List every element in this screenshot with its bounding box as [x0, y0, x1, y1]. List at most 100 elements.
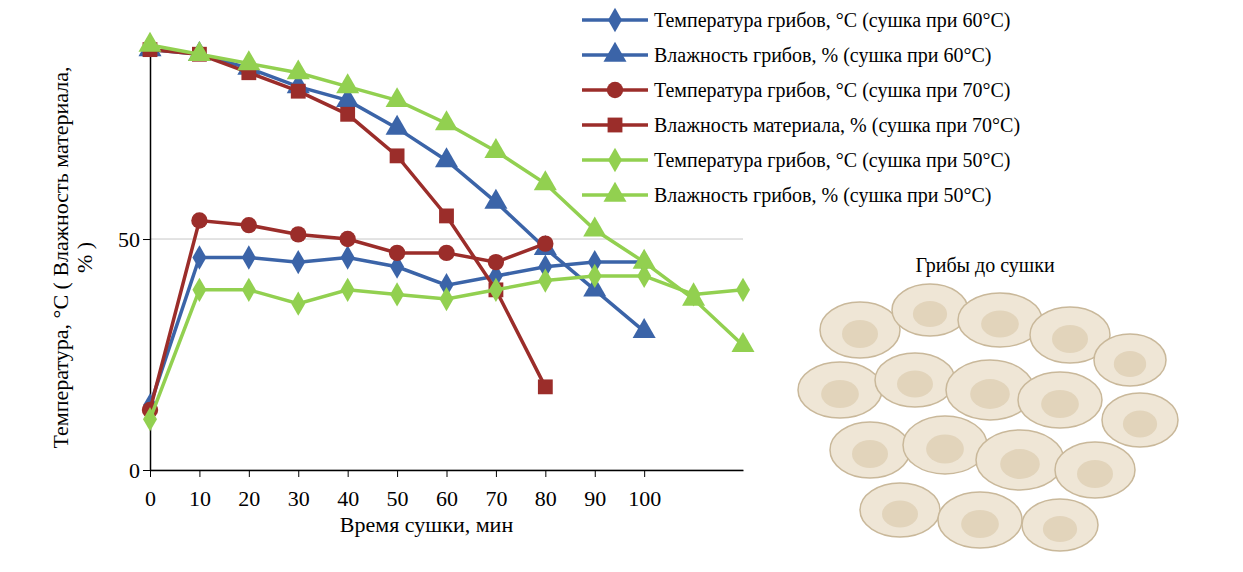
x-tick-mark: [150, 470, 151, 477]
x-tick-mark: [298, 470, 299, 477]
data-point: [242, 278, 256, 302]
data-point: [386, 87, 409, 107]
legend-marker: [608, 148, 622, 172]
legend-label: Влажность грибов, % (сушка при 60°C): [654, 44, 992, 67]
decoration: [798, 284, 1178, 551]
data-point: [438, 245, 454, 261]
y-tick-label: 50: [118, 227, 140, 252]
y-tick: 50: [118, 227, 150, 252]
data-point: [389, 245, 405, 261]
data-point: [488, 254, 504, 270]
data-point: [484, 138, 507, 158]
data-point: [341, 278, 355, 302]
x-tick: 60: [436, 470, 458, 511]
mushroom-slice: [798, 362, 882, 418]
annotation: Грибы до сушки: [915, 254, 1055, 277]
legend: Температура грибов, °C (сушка при 60°C) В…: [578, 4, 1026, 211]
x-tick-label: 20: [238, 486, 260, 511]
mushroom-slice-core: [926, 435, 964, 464]
mushroom-slice: [976, 430, 1064, 490]
legend-label: Температура грибов, °C (сушка при 60°C): [654, 9, 1011, 32]
mushroom-slice-core: [981, 311, 1019, 338]
legend-item: Температура грибов, °C (сушка при 70°C): [582, 79, 1011, 102]
x-tick: 80: [535, 470, 557, 511]
data-point: [583, 216, 606, 236]
data-point: [287, 59, 310, 79]
grid-line: [150, 239, 743, 240]
legend-background: [578, 4, 1026, 211]
x-axis-title: Время сушки, мин: [340, 512, 514, 537]
data-point: [439, 209, 454, 224]
mushroom-slice-core: [821, 380, 859, 408]
data-point: [538, 379, 553, 394]
data-point: [731, 332, 754, 352]
data-point: [390, 282, 404, 306]
mushroom-slice-core: [897, 371, 933, 398]
mushroom-slice: [958, 293, 1042, 347]
data-point: [736, 278, 750, 302]
x-tick-mark: [348, 470, 349, 477]
y-axis-title: Температура, °C ( Влажность материала,% …: [48, 66, 97, 448]
x-tick: 20: [238, 470, 260, 511]
mushroom-slice-core: [842, 320, 878, 348]
x-tick-mark: [199, 470, 200, 477]
mushroom-slice-core: [1077, 460, 1113, 488]
data-point: [242, 245, 256, 269]
data-point: [489, 278, 503, 302]
data-point: [191, 212, 207, 228]
x-tick-mark: [397, 470, 398, 477]
data-point: [192, 278, 206, 302]
x-tick-mark: [644, 470, 645, 477]
legend-item: Влажность материала, % (сушка при 70°C): [582, 114, 1020, 137]
data-point: [340, 107, 355, 122]
mushroom-slice: [830, 422, 910, 478]
data-point: [336, 73, 359, 93]
x-tick-label: 60: [436, 486, 458, 511]
x-tick-label: 70: [485, 486, 507, 511]
legend-marker: [603, 182, 626, 202]
mushroom-slice-core: [970, 379, 1010, 409]
data-point: [341, 245, 355, 269]
mushroom-slice-core: [1000, 449, 1040, 479]
x-tick: 100: [628, 470, 661, 511]
legend-label: Влажность грибов, % (сушка при 50°C): [654, 184, 992, 207]
legend-label: Температура грибов, °C (сушка при 50°C): [654, 149, 1011, 172]
data-point: [339, 231, 355, 247]
mushroom-slice-core: [1041, 390, 1079, 418]
x-tick: 30: [288, 470, 310, 511]
data-point: [435, 147, 458, 167]
legend-label: Температура грибов, °C (сушка при 70°C): [654, 79, 1011, 102]
data-point: [291, 292, 305, 316]
series-line: [150, 50, 545, 387]
x-tick-label: 50: [387, 486, 409, 511]
x-tick: 10: [189, 470, 211, 511]
x-tick-mark: [545, 470, 546, 477]
y-tick-mark: [143, 239, 150, 240]
legend-marker: [603, 42, 626, 62]
x-tick-mark: [595, 470, 596, 477]
x-tick-mark: [249, 470, 250, 477]
legend-marker: [607, 82, 623, 98]
series-line: [150, 221, 545, 410]
data-point: [188, 41, 211, 61]
data-point: [143, 407, 157, 431]
data-point: [192, 245, 206, 269]
mushroom-slice-core: [961, 510, 999, 538]
legend-label: Влажность материала, % (сушка при 70°C): [654, 114, 1020, 137]
x-tick: 50: [387, 470, 409, 511]
x-tick-label: 10: [189, 486, 211, 511]
chart: Грибы до сушки0102030405060708090100050В…: [0, 0, 1243, 572]
mushroom-slice-core: [1123, 411, 1157, 438]
mushroom-slice: [1094, 334, 1166, 386]
data-point: [537, 235, 553, 251]
x-tick: 40: [337, 470, 359, 511]
legend-item: Температура грибов, °C (сушка при 60°C): [582, 8, 1011, 32]
data-point: [484, 189, 507, 209]
data-point: [682, 286, 705, 306]
x-tick: 70: [485, 470, 507, 511]
grid: [150, 239, 743, 470]
x-tick-label: 80: [535, 486, 557, 511]
mushroom-slice: [1018, 372, 1102, 428]
data-point: [290, 226, 306, 242]
data-point: [534, 170, 557, 190]
